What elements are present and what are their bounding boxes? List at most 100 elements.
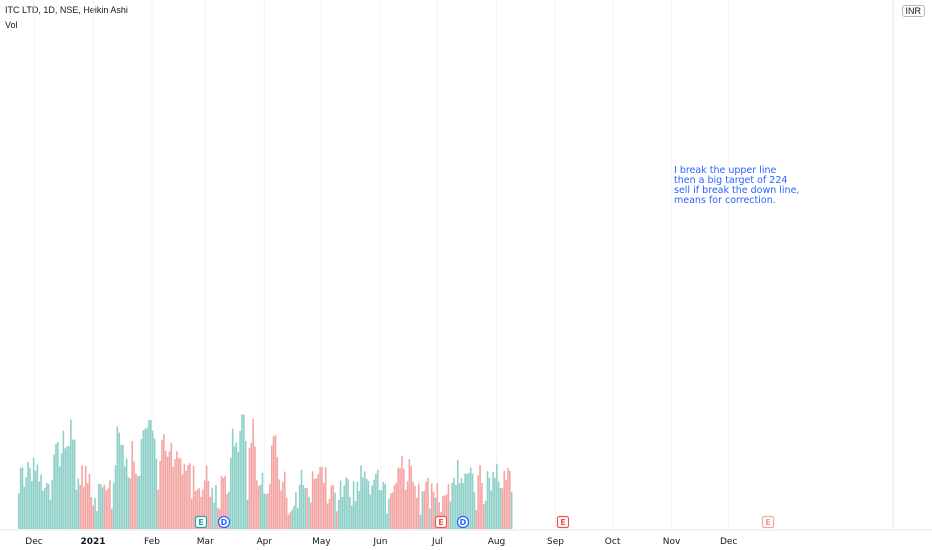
volume-bar	[17, 493, 20, 529]
time-tick-label: Mar	[197, 537, 214, 547]
volume-bar	[107, 488, 109, 529]
volume-bar	[123, 466, 126, 529]
volume-bar	[386, 513, 388, 529]
volume-bar	[140, 438, 143, 529]
volume-bar	[250, 442, 253, 529]
badge-label: D	[460, 518, 467, 527]
volume-bar	[350, 505, 353, 529]
volume-bar	[205, 465, 208, 529]
volume-bar	[209, 496, 212, 529]
volume-bar	[226, 493, 228, 529]
volume-bar	[96, 511, 98, 529]
volume-bar	[486, 471, 489, 529]
volume-bar	[81, 465, 83, 529]
time-axis: Dec 2021 Feb Mar Apr May Jun Jul Aug Sep Oct Nov Dec	[0, 529, 932, 547]
volume-bar	[445, 494, 448, 529]
volume-bar	[432, 491, 435, 529]
earnings-badge	[761, 515, 775, 529]
volume-bar	[380, 490, 383, 529]
volume-bar	[23, 486, 26, 529]
volume-bar	[252, 418, 254, 529]
volume-bar	[395, 483, 398, 529]
volume-bar	[27, 461, 29, 529]
time-tick-label: Sep	[547, 537, 564, 547]
volume-bar	[202, 489, 204, 529]
volume-bar	[29, 467, 31, 529]
volume-bar	[308, 496, 310, 529]
time-tick-label: Dec	[720, 537, 737, 547]
volume-bar	[324, 467, 327, 529]
volume-bar	[505, 479, 507, 529]
volume-bar	[142, 430, 145, 529]
volume-bar	[481, 482, 483, 529]
volume-bar	[112, 482, 115, 529]
volume-bar	[447, 483, 450, 529]
volume-bar	[410, 466, 413, 529]
volume-bar	[235, 442, 238, 529]
volume-bar	[144, 428, 147, 529]
volume-bar	[282, 481, 284, 529]
volume-bar	[451, 482, 453, 529]
volume-bar	[356, 481, 359, 529]
volume-bar	[70, 419, 72, 529]
event-badge-e[interactable]: E	[761, 515, 775, 529]
volume-bar	[146, 427, 148, 529]
volume-bar	[469, 467, 472, 529]
volume-bar	[21, 467, 24, 529]
volume-bar	[155, 458, 158, 529]
volume-bar	[375, 473, 377, 529]
volume-bar	[311, 471, 314, 529]
volume-bar	[455, 484, 457, 529]
volume-bar	[103, 484, 106, 529]
event-badge-e[interactable]: E	[434, 515, 448, 529]
volume-bar	[101, 487, 104, 529]
volume-bar	[176, 451, 178, 529]
currency-button[interactable]: INR	[901, 5, 925, 17]
volume-bar	[174, 459, 176, 529]
volume-bar	[388, 498, 390, 529]
volume-bar	[371, 485, 373, 529]
volume-bar	[471, 473, 474, 529]
volume-bar	[276, 456, 279, 529]
event-badge-e[interactable]: E	[556, 515, 570, 529]
volume-bar	[399, 468, 401, 529]
volume-bar	[304, 488, 307, 529]
volume-bar	[127, 477, 130, 529]
volume-bar	[211, 487, 214, 529]
volume-bar	[507, 468, 509, 529]
volume-bar	[272, 436, 275, 529]
volume-bar	[283, 471, 286, 529]
volume-bar	[456, 459, 459, 529]
volume-bar	[460, 478, 463, 529]
volume-bar	[402, 468, 405, 529]
volume-bar	[38, 481, 41, 529]
volume-bar	[293, 505, 295, 529]
volume-bar	[94, 498, 96, 529]
volume-bar	[88, 473, 91, 529]
volume-bar	[203, 480, 206, 529]
volume-bar	[475, 509, 478, 529]
volume-bar	[352, 481, 355, 529]
volume-bar	[393, 485, 396, 529]
volume-bar	[187, 465, 189, 529]
volume-bar	[77, 478, 80, 529]
volume-bar	[90, 497, 93, 529]
volume-bar	[216, 507, 219, 529]
volume-bar	[66, 446, 68, 529]
volume-bar	[79, 484, 81, 529]
event-badge-e[interactable]: E	[194, 515, 208, 529]
volume-bar	[196, 489, 199, 529]
volume-bar	[376, 469, 379, 529]
volume-bar	[51, 480, 54, 529]
event-badge-d[interactable]: D	[456, 515, 470, 529]
volume-bar	[328, 499, 331, 529]
event-badge-d[interactable]: D	[217, 515, 231, 529]
volume-bar	[427, 477, 429, 529]
volume-bar	[397, 467, 400, 529]
volume-bar	[230, 457, 232, 529]
volume-bar	[42, 491, 44, 529]
volume-bar	[30, 481, 33, 529]
time-tick-label: Aug	[488, 537, 506, 547]
volume-bar	[497, 481, 500, 529]
